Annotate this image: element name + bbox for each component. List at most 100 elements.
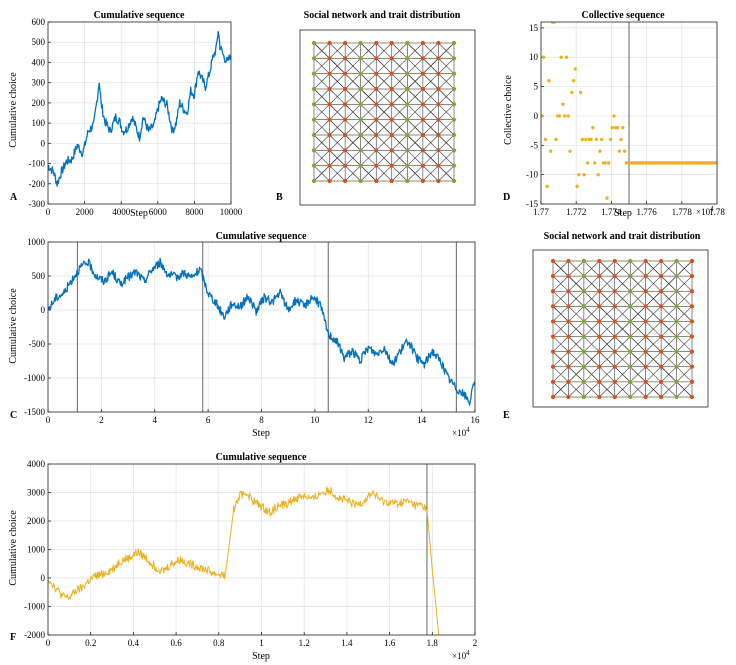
node-green [311,148,317,153]
node-red [689,304,695,309]
node-red [436,148,441,153]
edge [599,381,615,398]
edge [438,88,455,105]
node-red [389,86,394,92]
axes-frame [47,241,476,413]
node-red [597,274,602,279]
x-tick-label: 0 [46,415,51,425]
node-red [612,364,617,369]
node-red [566,394,571,400]
data-point [557,114,562,118]
edge [676,321,693,337]
y-tick-label: -2000 [24,630,45,640]
node-green [358,102,363,107]
x-tick-label: 1 [259,638,264,648]
edge [630,291,646,307]
node-green [581,258,586,264]
data-point [559,55,563,59]
node-red [566,274,571,279]
x-tick-label: 1.4 [341,638,353,648]
data-point [573,67,578,71]
chart-panel-f: Cumulative sequence Step Cumulative choi… [8,452,477,662]
x-tick-label: 10000 [220,207,243,217]
node-green [405,71,410,76]
y-tick-label: 2000 [27,516,46,526]
node-green [581,364,586,369]
edge [438,104,455,120]
node-red [550,289,556,294]
node-green [674,394,679,400]
edge [583,336,600,352]
edge [391,134,408,151]
node-red [597,349,602,354]
node-red [343,163,348,168]
node-red [389,178,394,184]
node-red [597,334,602,339]
edge [422,42,439,59]
node-red [550,258,556,264]
node-red [420,56,425,61]
plot-area [48,486,440,635]
edge [438,119,455,136]
chart-d-x-exponent: ×104 [696,205,714,217]
node-green [405,56,410,61]
node-green [674,319,679,324]
edge [344,165,361,182]
x-tick-label: 4 [153,415,158,425]
data-point [552,22,556,24]
edge [407,165,424,182]
edge [438,150,455,166]
edge [329,165,346,182]
node-green [311,132,317,138]
node-green [628,319,633,324]
edge [660,351,677,367]
edge [568,260,585,277]
x-tick-label: 1.774 [601,207,622,217]
node-green [358,56,363,61]
y-tick-label: 3000 [27,488,46,498]
node-red [327,148,332,153]
edge [583,260,600,277]
node-green [628,274,633,279]
data-point [548,149,553,153]
node-red [643,349,648,354]
node-red [436,102,441,107]
node-red [343,56,348,61]
node-red [374,178,379,184]
data-point [541,114,544,118]
data-point [619,137,623,142]
node-red [612,304,617,309]
node-green [581,274,586,279]
node-red [343,117,348,122]
y-tick-label: 0 [534,111,539,121]
edge [344,119,361,136]
node-red [327,40,332,46]
edge [676,306,693,322]
network-edges [313,42,455,182]
data-point [610,125,614,130]
chart-panel-d: Collective sequence Step Collective choi… [503,10,725,219]
edge [645,366,662,383]
node-green [581,304,586,309]
node-green [451,102,457,107]
edge [583,306,600,322]
plot-area [541,22,717,200]
data-point [596,172,600,177]
node-red [689,289,695,294]
node-green [405,163,410,168]
node-green [674,274,679,279]
data-point [591,125,595,130]
x-tick-label: 2 [99,415,104,425]
node-red [343,40,348,46]
node-green [628,304,633,309]
y-tick-label: -15 [526,199,538,209]
x-tick-label: 1.78 [709,207,725,217]
edge [329,134,346,151]
panel-letter-d: D [503,192,510,203]
edge [360,165,377,182]
node-red [643,364,648,369]
edge [676,275,693,292]
node-red [689,379,695,384]
edge [599,321,615,337]
chart-c-ylabel: Cumulative choice [8,288,19,364]
